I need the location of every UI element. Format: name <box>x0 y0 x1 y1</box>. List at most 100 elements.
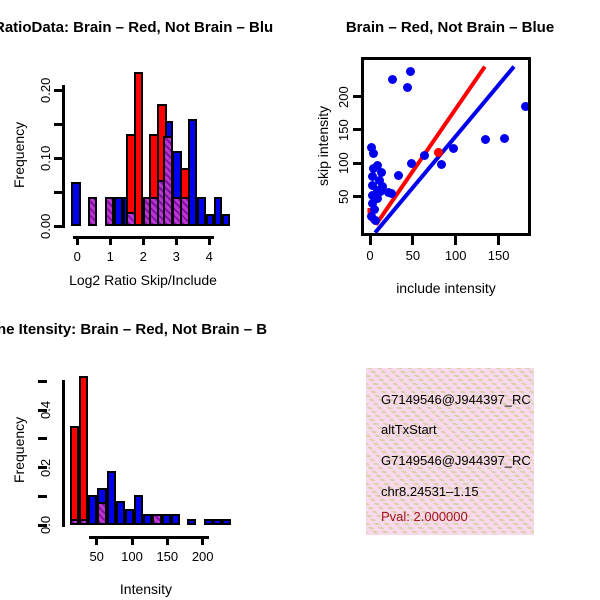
y-tick <box>54 224 64 228</box>
y-tick <box>54 156 64 160</box>
x-tick <box>174 236 178 245</box>
scatter-xlabel: include intensity <box>396 280 496 296</box>
scatter-point-blue <box>405 66 415 76</box>
panel-intensity-histogram: ne Itensity: Brain – Red, Not Brain – B … <box>0 300 300 600</box>
x-tick-label: 100 <box>121 549 143 564</box>
hist-bar-purple <box>79 519 89 525</box>
y-tick-label: 0.20 <box>38 77 53 103</box>
panel-info: G7149546@J944397_RC altTxStart G7149546@… <box>300 300 600 600</box>
x-tick-label: 200 <box>191 549 214 564</box>
x-tick <box>95 536 99 545</box>
scatter-point-blue <box>419 150 429 160</box>
hist-bar-purple <box>87 196 98 226</box>
intensity-hist-ylabel: Frequency <box>11 416 27 484</box>
x-tick-label: 0 <box>73 249 81 264</box>
pval-line: Pval: 2.000000 <box>381 509 468 524</box>
x-tick <box>201 536 205 545</box>
hist-bar-blue <box>197 196 206 226</box>
panel-scatter: Brain – Red, Not Brain – Blue skip inten… <box>300 0 600 300</box>
hist-bar-red <box>133 72 144 226</box>
x-tick-label: 0 <box>366 248 374 263</box>
scatter-point-blue <box>406 158 416 168</box>
hist-bar-blue <box>221 214 231 226</box>
event-type-line: altTxStart <box>381 422 437 437</box>
x-tick <box>108 236 112 245</box>
x-tick <box>368 236 372 245</box>
ratio-hist-title: RatioData: Brain – Red, Not Brain – Blu <box>0 19 274 36</box>
scatter-point-blue <box>378 182 388 192</box>
gene-id-line-2: G7149546@J944397_RC <box>381 453 531 468</box>
x-tick-label: 150 <box>156 549 179 564</box>
red-fit-line <box>367 65 487 226</box>
ratio-hist-ylabel: Frequency <box>11 121 27 189</box>
y-tick-label: 0.4 <box>38 401 53 420</box>
scatter-ylabel: skip intensity <box>315 105 331 187</box>
scatter-point-blue <box>387 74 397 84</box>
scatter-point-blue <box>448 143 458 153</box>
scatter-point-blue <box>374 175 384 185</box>
y-tick-label: 0.2 <box>38 458 53 477</box>
x-tick-label: 2 <box>139 249 147 264</box>
scatter-point-blue <box>500 133 509 143</box>
x-tick-label: 100 <box>444 248 467 263</box>
y-tick <box>353 161 362 165</box>
x-tick-label: 3 <box>172 249 180 264</box>
hist-bar-blue <box>170 513 180 525</box>
scatter-point-blue <box>373 160 383 170</box>
hist-bar-blue <box>115 500 125 525</box>
y-tick <box>54 190 64 194</box>
y-tick-label: 0.10 <box>38 145 53 171</box>
hist-bar-blue <box>134 495 144 525</box>
scatter-point-blue <box>376 167 386 177</box>
x-tick <box>207 236 211 245</box>
hist-bar-blue <box>71 181 81 226</box>
y-tick <box>38 523 48 527</box>
x-tick-label: 4 <box>205 249 213 264</box>
hist-bar-purple <box>105 196 115 226</box>
hist-bar-purple <box>163 136 173 226</box>
hist-bar-purple <box>179 196 191 226</box>
gene-id-line-1: G7149546@J944397_RC <box>381 392 531 407</box>
scatter-point-blue <box>373 194 383 204</box>
y-tick <box>353 95 362 99</box>
x-tick-label: 1 <box>106 249 114 264</box>
x-tick <box>75 236 79 245</box>
hist-bar-blue <box>125 509 134 525</box>
hist-bar-purple <box>125 212 136 226</box>
scatter-point-blue <box>373 185 383 195</box>
scatter-point-blue <box>403 83 413 93</box>
x-tick <box>454 236 458 245</box>
hist-bar-blue <box>206 214 214 226</box>
y-tick-label: 200 <box>336 85 351 108</box>
scatter-point-blue <box>368 172 378 182</box>
scatter-point-blue <box>370 216 380 226</box>
hist-bar-purple <box>152 513 162 525</box>
intensity-hist-y-axis <box>62 380 65 527</box>
scatter-point-blue <box>393 170 403 180</box>
hist-bar-blue <box>212 519 222 525</box>
y-tick <box>54 88 64 92</box>
scatter-point-blue <box>368 198 378 208</box>
hist-bar-blue <box>204 519 213 525</box>
y-tick <box>38 380 48 383</box>
y-tick <box>353 195 362 199</box>
scatter-point-blue <box>369 204 379 214</box>
hist-bar-blue <box>161 513 171 525</box>
coordinates-line: chr8.24531–1.15 <box>381 484 479 499</box>
y-tick-label: 0.0 <box>38 515 53 535</box>
y-tick <box>38 408 48 412</box>
hist-bar-red <box>70 426 79 525</box>
y-tick <box>54 122 64 126</box>
y-tick <box>38 466 48 470</box>
intensity-hist-x-axis <box>89 536 209 539</box>
hist-bar-blue <box>106 470 116 525</box>
x-tick <box>497 236 501 245</box>
scatter-title: Brain – Red, Not Brain – Blue <box>345 19 555 36</box>
scatter-point-blue <box>386 188 396 198</box>
y-tick <box>38 494 48 498</box>
blue-fit-line <box>373 65 516 233</box>
scatter-plot-box <box>361 57 531 236</box>
hist-bar-blue <box>186 519 196 525</box>
x-tick-label: 50 <box>89 549 104 564</box>
intensity-hist-title: ne Itensity: Brain – Red, Not Brain – B <box>0 321 268 338</box>
